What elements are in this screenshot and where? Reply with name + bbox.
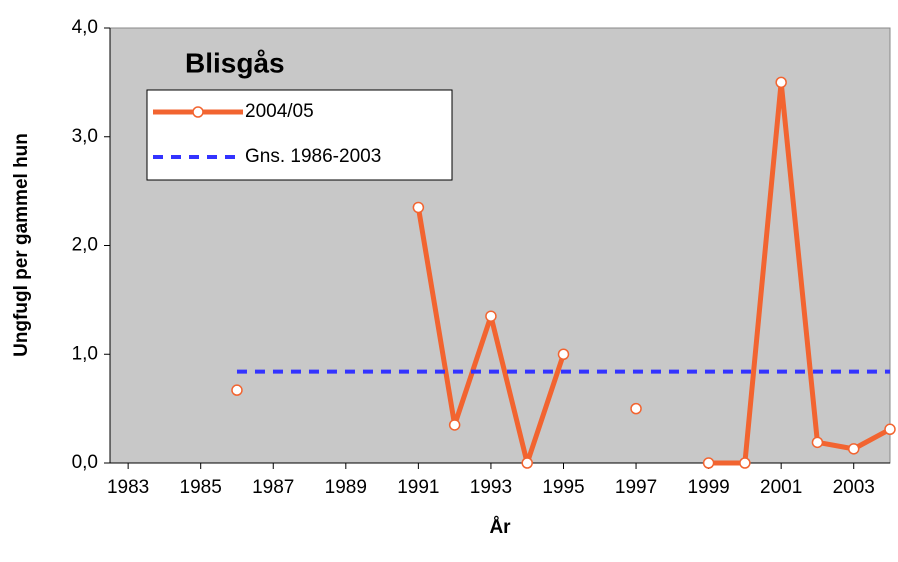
x-tick-label: 1987 xyxy=(252,477,294,498)
legend-marker xyxy=(192,106,204,118)
y-axis-label: Ungfugl per gammel hun xyxy=(11,133,32,357)
data-point xyxy=(884,423,896,436)
y-tick-label: 1,0 xyxy=(72,343,98,364)
x-tick-label: 2003 xyxy=(833,477,875,498)
data-point xyxy=(811,436,824,449)
x-tick-label: 1985 xyxy=(180,477,222,498)
data-point xyxy=(448,419,461,431)
data-point xyxy=(630,402,642,415)
x-tick-label: 1989 xyxy=(325,477,367,498)
y-tick-label: 0,0 xyxy=(72,452,98,473)
data-point xyxy=(739,457,751,469)
legend-box xyxy=(146,89,453,181)
y-tick-label: 4,0 xyxy=(72,17,98,38)
legend-label: Gns. 1986-2003 xyxy=(245,146,381,167)
data-point xyxy=(412,201,425,214)
x-tick-label: 1997 xyxy=(615,477,657,498)
legend-label: 2004/05 xyxy=(245,101,314,122)
y-tick-label: 3,0 xyxy=(72,126,98,147)
chart-title: Blisgås xyxy=(185,47,285,78)
data-point xyxy=(521,457,533,469)
x-tick-label: 1999 xyxy=(687,477,729,498)
data-point xyxy=(557,348,570,360)
data-point xyxy=(485,310,497,322)
x-tick-label: 1991 xyxy=(397,477,439,498)
data-point xyxy=(847,443,860,455)
x-tick-label: 1983 xyxy=(107,477,149,498)
data-point xyxy=(231,384,243,396)
x-tick-label: 1995 xyxy=(542,477,584,498)
x-tick-label: 2001 xyxy=(760,477,802,498)
x-axis-label: År xyxy=(489,517,511,538)
y-tick-label: 2,0 xyxy=(72,235,98,256)
data-point xyxy=(775,76,787,89)
data-point xyxy=(702,457,715,469)
x-tick-label: 1993 xyxy=(470,477,512,498)
